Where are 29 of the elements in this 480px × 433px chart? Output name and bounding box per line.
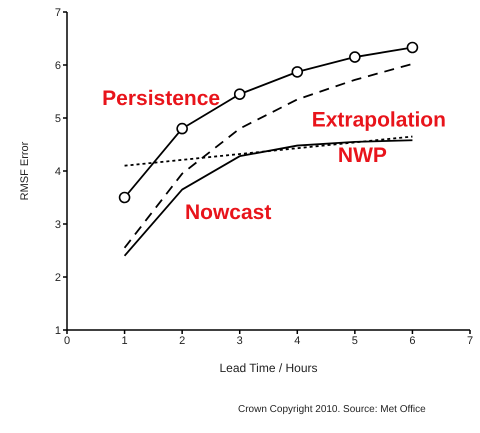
x-tick-label: 1 [122,334,128,347]
y-axis-title: RMSF Error [18,141,31,200]
y-tick-label: 6 [54,60,61,72]
x-tick-label: 6 [409,334,416,347]
series-label: NWP [338,144,387,168]
point [349,51,361,63]
series-label: Persistence [102,87,220,110]
point [234,88,246,100]
series-label: Nowcast [184,201,272,224]
y-tick-label: 4 [54,166,61,178]
point [176,122,188,134]
y-tick-label: 7 [54,6,61,19]
y-tick-label: 2 [54,272,61,284]
x-tick-label: 4 [294,334,300,347]
series-label: Extrapolation [312,108,446,132]
point [118,192,130,204]
x-tick-label: 5 [352,334,358,347]
point [291,66,304,78]
x-axis-title: Lead Time / Hours [219,361,318,375]
x-tick-label: 3 [236,334,243,347]
x-tick-label: 0 [64,334,70,347]
text: Crown Copyright 2010. Source: Met Office [238,404,426,415]
line-series [124,139,414,257]
point [406,42,418,54]
y-tick-label: 5 [54,112,61,125]
y-tick-label: 3 [54,218,61,231]
x-tick-label: 7 [466,334,474,347]
x-tick-label: 2 [179,334,186,347]
y-tick-label: 1 [54,324,61,337]
